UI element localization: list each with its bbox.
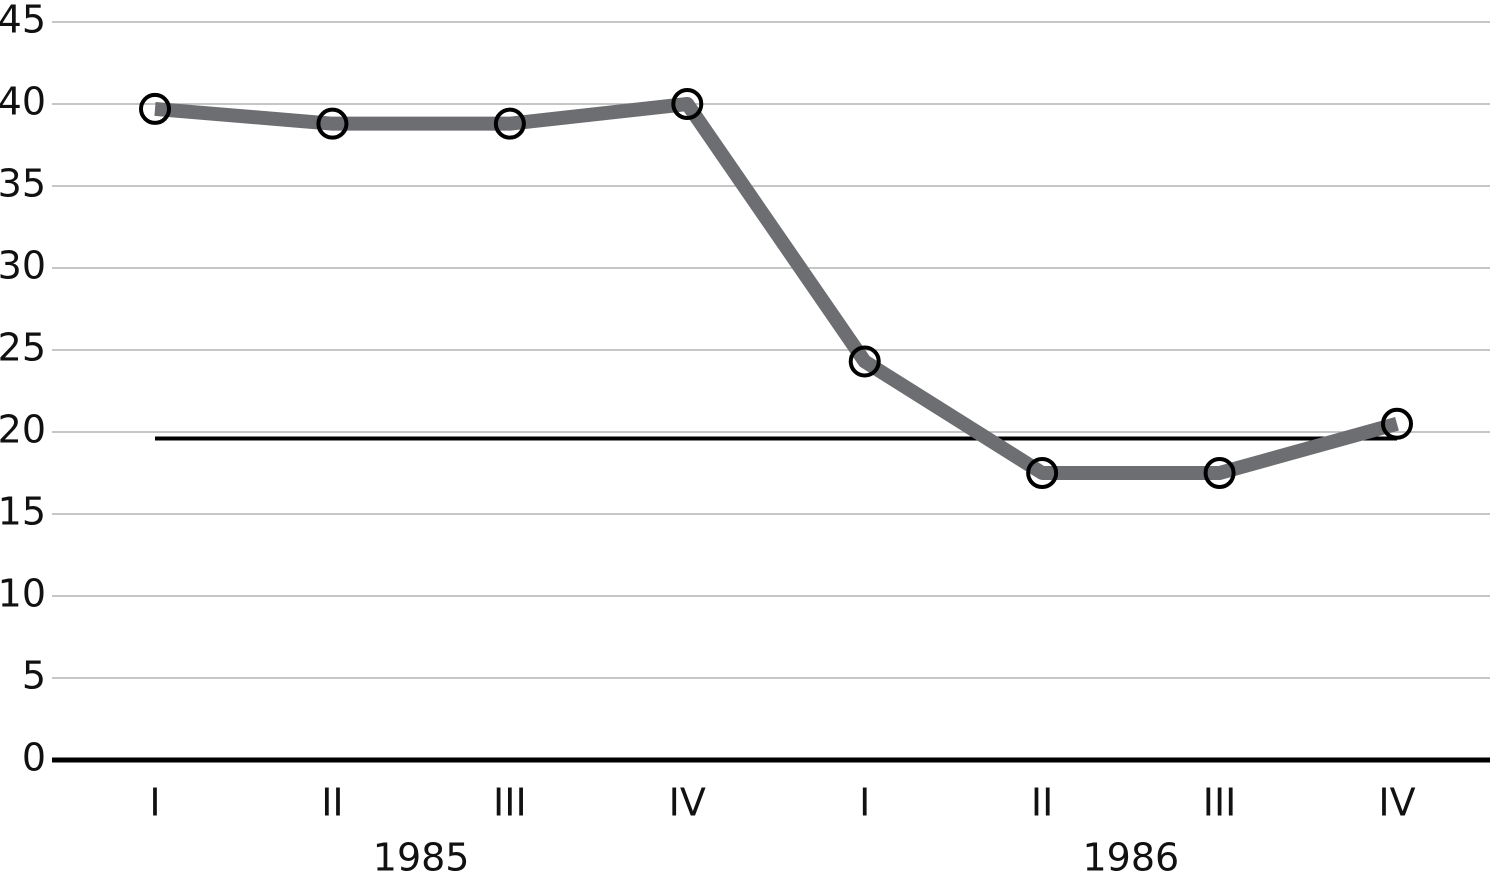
y-tick-label: 5	[22, 654, 46, 698]
x-tick-label: II	[321, 781, 343, 825]
data-point	[139, 92, 171, 125]
x-group-label: 1986	[1082, 836, 1179, 880]
data-point	[671, 88, 704, 120]
data-point	[1026, 457, 1059, 489]
y-tick-label: 40	[0, 80, 46, 124]
data-line	[154, 97, 1399, 480]
data-point	[848, 345, 881, 378]
y-tick-label: 20	[0, 408, 46, 452]
x-tick-label: IV	[1378, 781, 1415, 825]
x-tick-label: III	[1203, 781, 1237, 825]
data-point	[1203, 457, 1236, 489]
y-tick-label: 10	[0, 572, 46, 616]
x-tick-label: I	[149, 781, 160, 825]
y-tick-label: 30	[0, 244, 46, 288]
x-group-label: 1985	[373, 836, 470, 880]
y-tick-label: 35	[0, 162, 46, 206]
y-tick-label: 45	[0, 0, 46, 42]
x-tick-label: III	[493, 781, 527, 825]
y-tick-label: 0	[22, 736, 46, 780]
data-point	[1381, 407, 1413, 440]
data-point	[316, 107, 349, 140]
y-tick-label: 15	[0, 490, 46, 534]
x-tick-label: I	[859, 781, 870, 825]
x-tick-label: IV	[669, 781, 706, 825]
y-tick-label: 25	[0, 326, 46, 370]
data-point	[493, 107, 526, 140]
x-tick-label: II	[1031, 781, 1053, 825]
